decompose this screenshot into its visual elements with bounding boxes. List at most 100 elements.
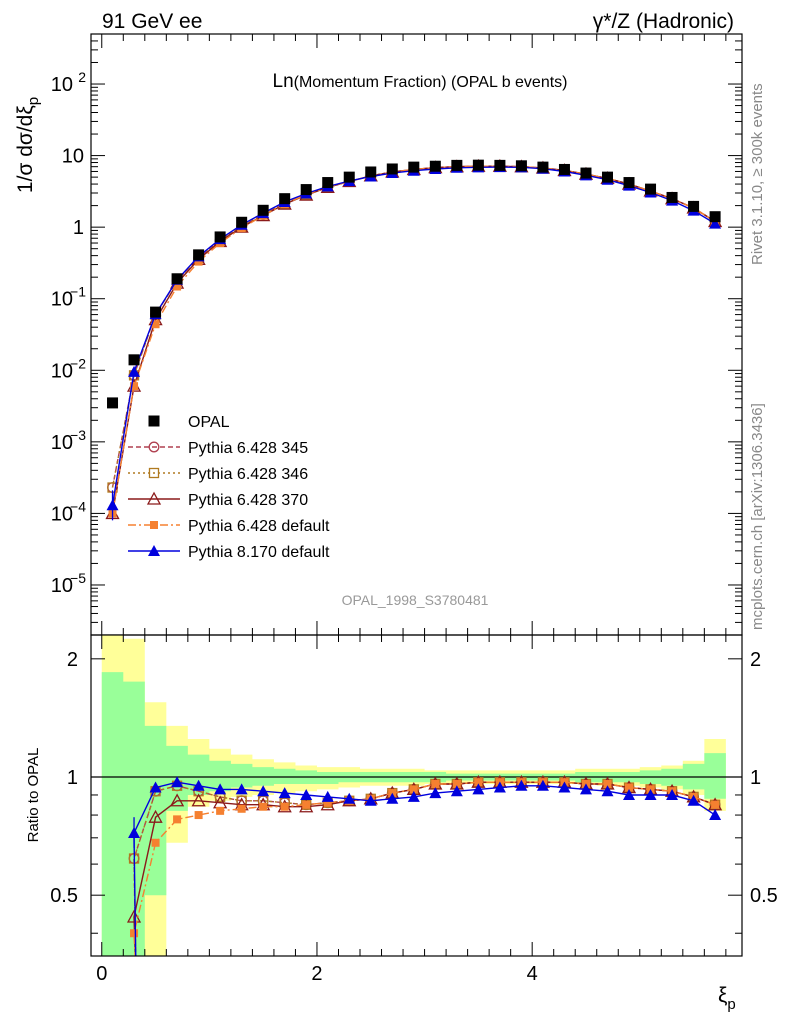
ratio-point-p8def [709, 809, 722, 821]
ratio-series-p370 [126, 774, 723, 956]
ratio-ylabel: Ratio to OPAL [25, 748, 42, 843]
ratio-point-p6def [151, 838, 160, 847]
ratio-y-tick-label-right: 0.5 [750, 885, 778, 907]
ratio-point-p6def [237, 804, 246, 813]
ratio-point-p8def [558, 781, 571, 793]
main-title: Ln(Momentum Fraction) (OPAL b events) [273, 71, 568, 92]
point-opal [645, 183, 657, 195]
legend-marker-p6def [150, 521, 158, 529]
header-right: γ*/Z (Hadronic) [593, 10, 734, 33]
point-opal [107, 397, 119, 409]
point-opal [666, 191, 678, 203]
header-left: 91 GeV ee [102, 10, 202, 33]
point-p8def [709, 217, 722, 229]
ratio-plot-panel: 0.5 0.5 1 1 2 2 0 2 4 [50, 634, 778, 985]
ratio-point-p8def [235, 783, 248, 795]
ratio-point-p6def [452, 779, 461, 788]
ratio-point-p6def [216, 806, 225, 815]
main-y-tick-label: 10−5 [51, 570, 86, 597]
x-tick-label: 2 [311, 963, 322, 985]
legend-marker-p8def [148, 545, 160, 556]
main-y-tick-label: 10 2 [51, 69, 86, 96]
legend-label-p370: Pythia 6.428 370 [188, 492, 308, 509]
legend-marker-p346 [148, 467, 160, 479]
series-line-p6def [111, 165, 716, 514]
legend-marker-p345 [148, 441, 160, 453]
point-opal [193, 249, 205, 261]
ratio-point-p8def [149, 781, 162, 793]
point-opal [322, 177, 334, 189]
point-p6def [151, 320, 160, 329]
ratio-point-p8def [472, 783, 485, 795]
ratio-point-p8def [386, 792, 399, 804]
ratio-point-p8def [623, 788, 636, 800]
point-p6def [130, 382, 139, 391]
ratio-point-p8def [493, 781, 506, 793]
ratio-frame [90, 634, 743, 957]
main-y-tick-label: 10−4 [51, 498, 86, 525]
ratio-point-p8def [214, 783, 227, 795]
ratio-point-p6def [259, 802, 268, 811]
main-y-tick-label: 1 [73, 217, 84, 239]
series-p6def [108, 162, 720, 518]
ratio-point-p8def [536, 779, 549, 791]
ratio-point-p8def [257, 785, 270, 797]
ratio-series-p8def [128, 776, 722, 956]
ratio-point-p8def [579, 783, 592, 795]
ratio-point-p8def [171, 776, 184, 788]
main-plot-panel: 10 2 10 1 10−1 10−2 10−3 10−4 10−5 Ln(Momentum F… [51, 33, 743, 636]
ratio-y-tick-label-right: 1 [750, 767, 761, 789]
legend-label-opal: OPAL [188, 414, 230, 431]
main-y-tick-label: 10−2 [51, 355, 86, 382]
series-p8def [106, 161, 722, 511]
main-y-tick-label: 10 [62, 146, 84, 168]
ratio-point-p8def [343, 792, 356, 804]
ratio-series-p6def [130, 778, 720, 956]
ratio-y-tick-label-right: 2 [750, 649, 761, 671]
point-opal [300, 184, 312, 196]
point-opal [580, 167, 592, 179]
main-y-tick-label: 10−3 [51, 427, 86, 454]
ratio-point-p6def [409, 785, 418, 794]
point-opal [236, 216, 248, 228]
point-opal [365, 166, 377, 178]
ratio-point-p8def [601, 785, 614, 797]
point-opal [171, 273, 183, 285]
point-opal [451, 159, 463, 171]
point-opal [386, 163, 398, 175]
point-opal [601, 171, 613, 183]
ratio-point-p6def [280, 802, 289, 811]
series-line-p370 [111, 165, 716, 514]
point-opal [515, 160, 527, 172]
ratio-point-p6def [625, 783, 634, 792]
ratio-point-p370 [148, 809, 163, 823]
point-opal [688, 200, 700, 212]
point-opal [257, 204, 269, 216]
ratio-point-p6def [431, 779, 440, 788]
point-opal [279, 193, 291, 205]
watermark: OPAL_1998_S3780481 [342, 592, 489, 608]
x-tick-label: 4 [527, 963, 538, 985]
series-opal [107, 159, 721, 409]
ratio-point-p8def [515, 779, 528, 791]
rivet-label: Rivet 3.1.10, ≥ 300k events [749, 83, 766, 265]
point-opal [623, 177, 635, 189]
point-p6def [194, 257, 203, 266]
main-ylabel: 1/σ dσ/dξp [14, 97, 42, 193]
ratio-point-p8def [429, 787, 442, 799]
ratio-y-tick-label-left: 0.5 [50, 885, 78, 907]
point-p6def [173, 282, 182, 291]
uncertainty-band-inner [101, 672, 726, 956]
legend-label-p8def: Pythia 8.170 default [188, 544, 330, 561]
ratio-point-p8def [300, 788, 313, 800]
ratio-point-p370 [191, 793, 206, 807]
x-tick-label: 0 [96, 963, 107, 985]
legend-marker-opal [148, 415, 160, 427]
svg-text:1/σ dσ/dξp: 1/σ dσ/dξp [14, 97, 42, 193]
point-opal [343, 171, 355, 183]
point-opal [558, 163, 570, 175]
ratio-y-tick-label-left: 1 [67, 767, 78, 789]
ratio-point-p6def [474, 778, 483, 787]
ratio-point-p6def [711, 800, 720, 809]
